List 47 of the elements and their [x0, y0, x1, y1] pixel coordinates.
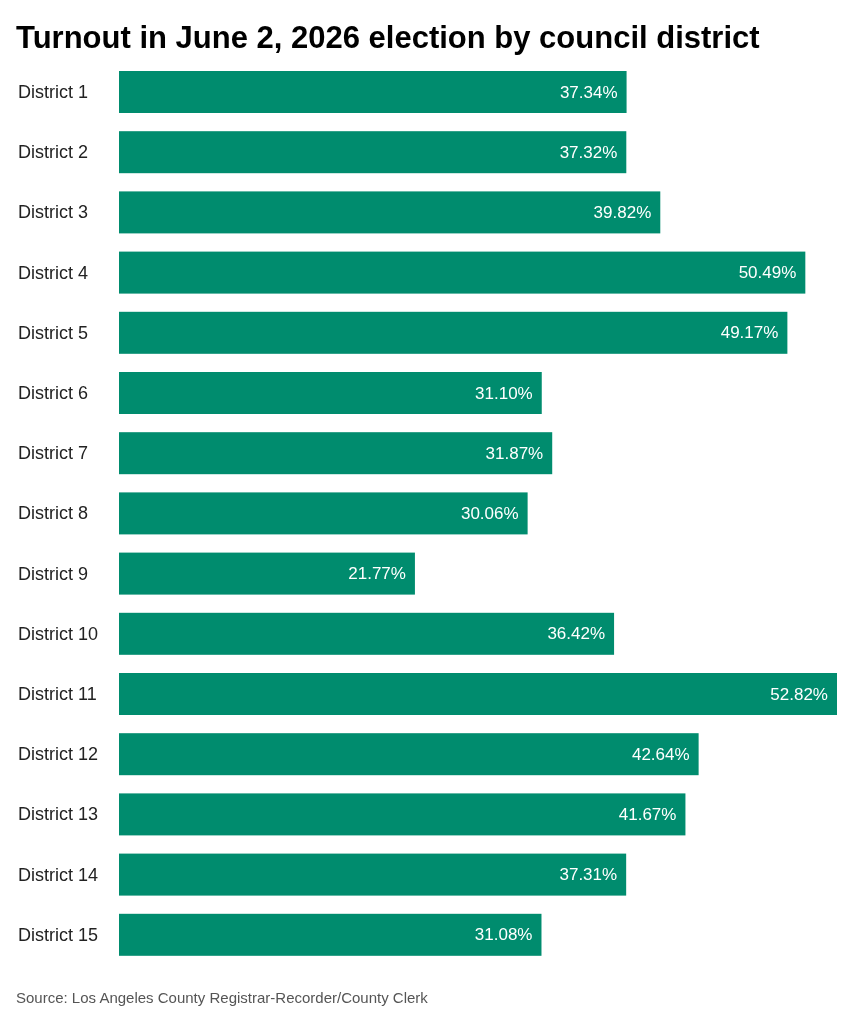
data-label: 39.82%: [593, 202, 652, 222]
data-label: 52.82%: [770, 684, 828, 704]
data-label: 30.06%: [460, 503, 519, 523]
bar: [119, 251, 806, 294]
data-label: 31.10%: [475, 383, 533, 403]
y-tick-label: District 1: [18, 82, 89, 102]
bar: [119, 191, 661, 234]
bar: [119, 552, 415, 595]
y-tick-label: District 3: [18, 202, 89, 223]
bar: [119, 913, 542, 956]
bar: [119, 853, 627, 896]
data-label: 37.34%: [559, 82, 618, 102]
chart-title: Turnout in June 2, 2026 election by council district: [16, 20, 760, 55]
y-tick-label: District 10: [18, 623, 99, 644]
data-label: 21.77%: [348, 564, 406, 584]
bar: [119, 432, 553, 475]
data-label: 50.49%: [738, 263, 797, 283]
data-label: 41.67%: [618, 804, 677, 824]
source-note: Source: Los Angeles County Registrar-Recorder/County Clerk: [16, 989, 429, 1006]
bar: [119, 733, 699, 776]
bar: [119, 71, 627, 113]
bar: [119, 311, 788, 354]
y-tick-label: District 13: [18, 804, 99, 825]
y-tick-label: District 14: [18, 864, 99, 885]
data-label: 42.64%: [631, 744, 690, 764]
y-tick-label: District 2: [18, 142, 89, 163]
y-tick-label: District 8: [18, 503, 89, 524]
data-label: 31.87%: [485, 443, 544, 463]
y-tick-label: District 9: [18, 563, 89, 584]
bar: [119, 492, 528, 535]
y-tick-label: District 6: [18, 383, 89, 403]
data-label: 37.32%: [559, 142, 618, 162]
data-label: 36.42%: [547, 624, 606, 644]
y-tick-label: District 11: [18, 684, 97, 704]
bar: [119, 372, 542, 414]
y-tick-label: District 15: [18, 924, 99, 945]
data-label: 37.31%: [559, 865, 618, 885]
y-tick-label: District 7: [18, 443, 89, 464]
y-tick-label: District 12: [18, 744, 99, 765]
data-label: 49.17%: [720, 323, 779, 343]
bar: [119, 131, 627, 174]
bar: [119, 673, 837, 715]
y-tick-label: District 4: [18, 262, 89, 283]
bar: [119, 793, 686, 836]
y-tick-label: District 5: [18, 322, 89, 343]
bar: [119, 612, 615, 655]
data-label: 31.08%: [474, 925, 533, 945]
